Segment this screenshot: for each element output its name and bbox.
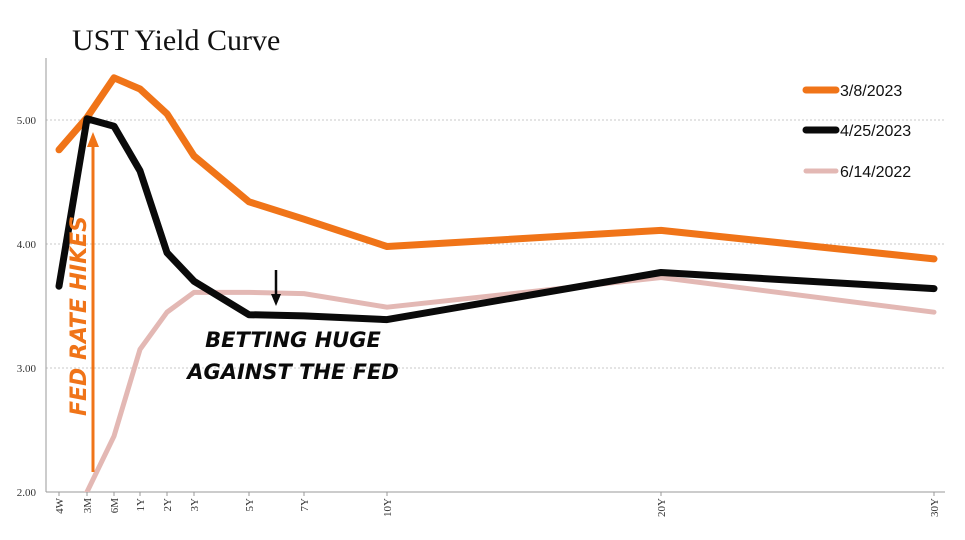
x-tick-label: 4W	[54, 497, 66, 514]
x-tick-label: 10Y	[382, 498, 394, 517]
legend-label: 6/14/2022	[840, 164, 911, 181]
x-tick-label: 20Y	[656, 498, 668, 517]
series-line-6-14-2022	[83, 275, 937, 492]
legend: 3/8/2023 4/25/2023 6/14/2022	[802, 83, 911, 181]
x-tick-label: 2Y	[162, 498, 174, 512]
y-tick-label: 4.00	[17, 239, 37, 251]
y-tick-labels: 2.00 3.00 4.00 5.00	[17, 115, 37, 499]
series-lines	[55, 74, 938, 492]
betting-label-line1: BETTING HUGE	[205, 328, 381, 352]
series-line-4-25-2023	[55, 115, 938, 324]
betting-arrow-head	[271, 294, 281, 306]
y-tick-label: 2.00	[17, 487, 37, 499]
x-tick-label: 3M	[82, 498, 94, 514]
series-line-3-8-2023	[55, 74, 938, 263]
x-tick-label: 5Y	[244, 498, 256, 512]
betting-annotation: BETTING HUGE AGAINST THE FED	[185, 270, 399, 384]
x-tick-label: 3Y	[189, 498, 201, 512]
y-tick-label: 3.00	[17, 363, 37, 375]
legend-label: 4/25/2023	[840, 123, 911, 140]
x-tick-label: 7Y	[299, 498, 311, 512]
x-tick-labels: 4W 3M 6M 1Y 2Y 3Y 5Y 7Y 10Y 20Y 30Y	[54, 492, 941, 517]
fed-hikes-arrow-head	[87, 132, 99, 147]
legend-label: 3/8/2023	[840, 83, 902, 100]
betting-label-line2: AGAINST THE FED	[185, 360, 399, 384]
chart-title: UST Yield Curve	[72, 24, 280, 57]
x-tick-label: 1Y	[135, 498, 147, 512]
y-tick-label: 5.00	[17, 115, 37, 127]
x-tick-label: 30Y	[929, 498, 941, 517]
fed-hikes-annotation: FED RATE HIKES	[67, 132, 99, 472]
fed-hikes-label: FED RATE HIKES	[67, 216, 92, 416]
axes	[45, 58, 945, 493]
x-tick-label: 6M	[109, 498, 121, 514]
